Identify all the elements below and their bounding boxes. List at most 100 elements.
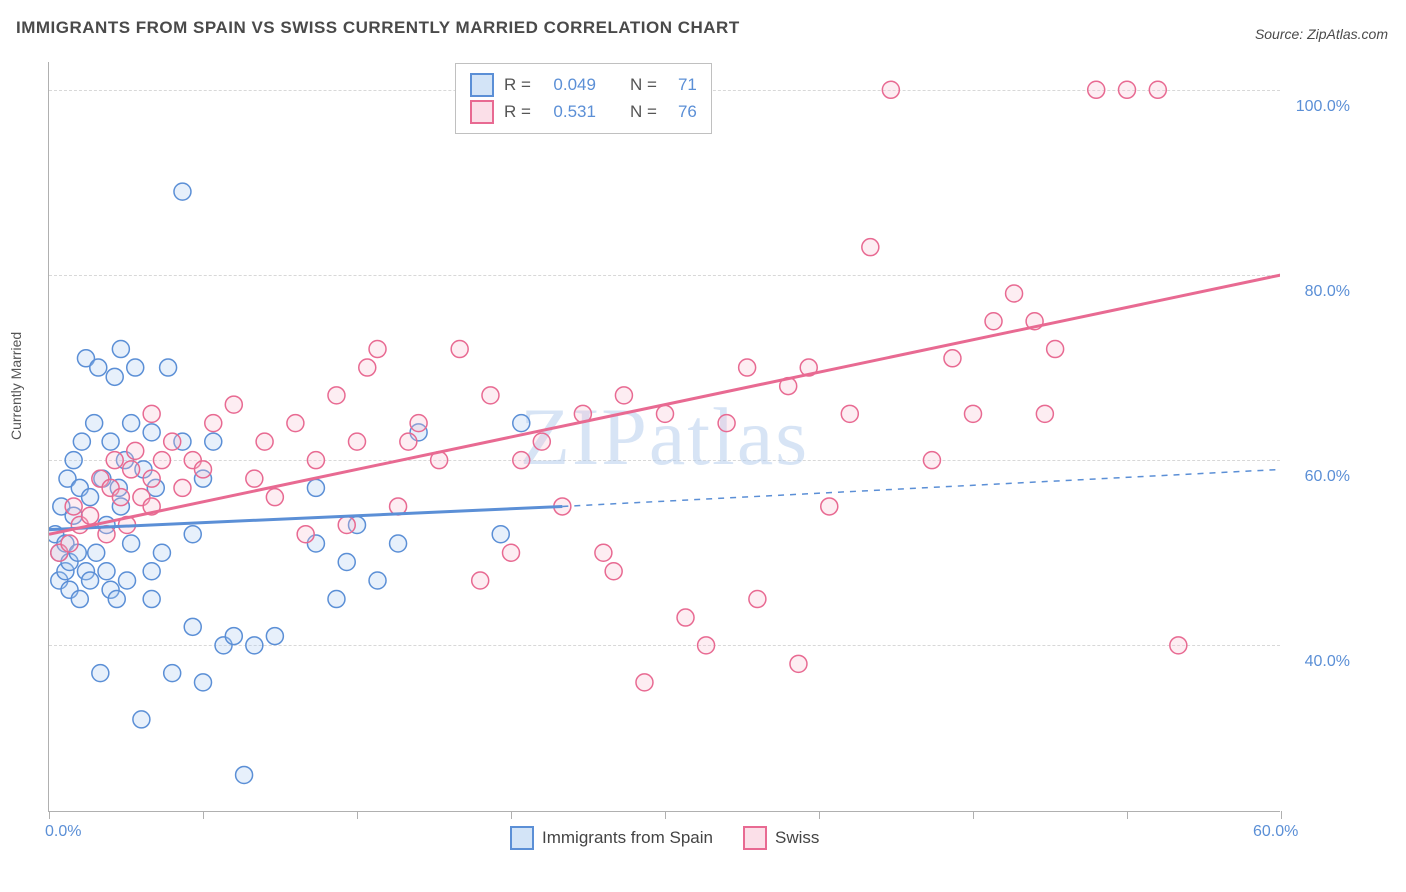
x-tick-label: 60.0% — [1253, 823, 1298, 841]
legend-label: Immigrants from Spain — [542, 828, 713, 848]
data-point — [513, 415, 530, 432]
data-point — [369, 341, 386, 358]
data-point — [698, 637, 715, 654]
data-point — [71, 591, 88, 608]
data-point — [677, 609, 694, 626]
data-point — [287, 415, 304, 432]
data-point — [73, 433, 90, 450]
data-point — [1036, 405, 1053, 422]
data-point — [369, 572, 386, 589]
data-point — [86, 415, 103, 432]
data-point — [1088, 81, 1105, 98]
legend-row: R =0.049N =71 — [470, 73, 697, 97]
data-point — [123, 535, 140, 552]
data-point — [605, 563, 622, 580]
n-label: N = — [630, 75, 657, 95]
data-point — [636, 674, 653, 691]
data-point — [236, 766, 253, 783]
data-point — [410, 415, 427, 432]
data-point — [195, 674, 212, 691]
data-point — [143, 563, 160, 580]
legend-swatch — [510, 826, 534, 850]
data-point — [503, 544, 520, 561]
data-point — [127, 359, 144, 376]
y-axis-label: Currently Married — [8, 332, 24, 440]
data-point — [82, 489, 99, 506]
data-point — [184, 526, 201, 543]
data-point — [841, 405, 858, 422]
data-point — [127, 442, 144, 459]
x-tick — [511, 811, 512, 819]
data-point — [739, 359, 756, 376]
data-point — [328, 387, 345, 404]
x-tick — [203, 811, 204, 819]
data-point — [1149, 81, 1166, 98]
data-point — [65, 498, 82, 515]
y-tick-label: 100.0% — [1290, 98, 1350, 116]
data-point — [451, 341, 468, 358]
data-point — [123, 415, 140, 432]
data-point — [307, 479, 324, 496]
r-value: 0.531 — [541, 102, 596, 122]
data-point — [400, 433, 417, 450]
x-tick — [1127, 811, 1128, 819]
n-value: 76 — [667, 102, 697, 122]
data-point — [174, 479, 191, 496]
data-point — [164, 433, 181, 450]
x-tick — [357, 811, 358, 819]
chart-title: IMMIGRANTS FROM SPAIN VS SWISS CURRENTLY… — [16, 18, 740, 38]
source-label: Source: ZipAtlas.com — [1255, 26, 1388, 42]
data-point — [143, 405, 160, 422]
legend-item: Swiss — [743, 826, 819, 850]
data-point — [106, 452, 123, 469]
data-point — [108, 591, 125, 608]
data-point — [195, 461, 212, 478]
data-point — [174, 183, 191, 200]
data-point — [965, 405, 982, 422]
legend-swatch — [743, 826, 767, 850]
data-point — [82, 572, 99, 589]
data-point — [1047, 341, 1064, 358]
data-point — [513, 452, 530, 469]
r-label: R = — [504, 102, 531, 122]
data-point — [821, 498, 838, 515]
data-point — [160, 359, 177, 376]
data-point — [472, 572, 489, 589]
data-point — [112, 489, 129, 506]
data-point — [359, 359, 376, 376]
data-point — [153, 544, 170, 561]
data-point — [184, 618, 201, 635]
data-point — [205, 415, 222, 432]
legend-swatch — [470, 73, 494, 97]
data-point — [985, 313, 1002, 330]
y-tick-label: 40.0% — [1290, 653, 1350, 671]
data-point — [256, 433, 273, 450]
x-tick — [665, 811, 666, 819]
data-point — [338, 554, 355, 571]
data-point — [143, 591, 160, 608]
data-point — [882, 81, 899, 98]
data-point — [328, 591, 345, 608]
data-point — [533, 433, 550, 450]
data-point — [749, 591, 766, 608]
data-point — [944, 350, 961, 367]
data-point — [1006, 285, 1023, 302]
data-point — [65, 452, 82, 469]
data-point — [307, 452, 324, 469]
data-point — [133, 711, 150, 728]
data-point — [82, 507, 99, 524]
data-point — [482, 387, 499, 404]
data-point — [106, 368, 123, 385]
data-point — [615, 387, 632, 404]
data-point — [349, 433, 366, 450]
data-point — [143, 424, 160, 441]
data-point — [123, 461, 140, 478]
data-point — [88, 544, 105, 561]
legend-row: R =0.531N =76 — [470, 100, 697, 124]
legend-series: Immigrants from Spain Swiss — [510, 826, 819, 850]
data-point — [98, 563, 115, 580]
x-tick — [49, 811, 50, 819]
data-point — [266, 489, 283, 506]
data-point — [225, 396, 242, 413]
trend-line-ext — [562, 469, 1280, 506]
